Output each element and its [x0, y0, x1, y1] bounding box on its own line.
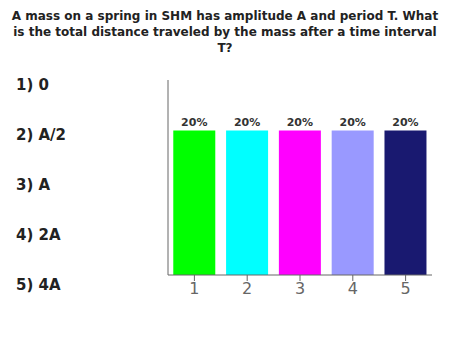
svg-text:2: 2 [242, 279, 252, 298]
svg-text:1: 1 [189, 279, 199, 298]
svg-text:20%: 20% [392, 116, 418, 129]
svg-text:20%: 20% [287, 116, 313, 129]
html-text:4) 2A: 4) 2A [16, 226, 61, 244]
html-text:2) A/2: 2) A/2 [16, 126, 66, 144]
html-text:1) 0: 1) 0 [16, 76, 49, 94]
svg-text:4: 4 [348, 279, 358, 298]
svg-text:20%: 20% [181, 116, 207, 129]
html-text:A mass on a spring in SHM has: A mass on a spring in SHM has amplitude … [11, 9, 439, 55]
svg-text:3: 3 [295, 279, 305, 298]
svg-text:20%: 20% [234, 116, 260, 129]
html-text:3) A: 3) A [16, 176, 51, 194]
html-text:5) 4A: 5) 4A [16, 276, 61, 294]
svg-text:5: 5 [401, 279, 411, 298]
svg-text:20%: 20% [340, 116, 366, 129]
